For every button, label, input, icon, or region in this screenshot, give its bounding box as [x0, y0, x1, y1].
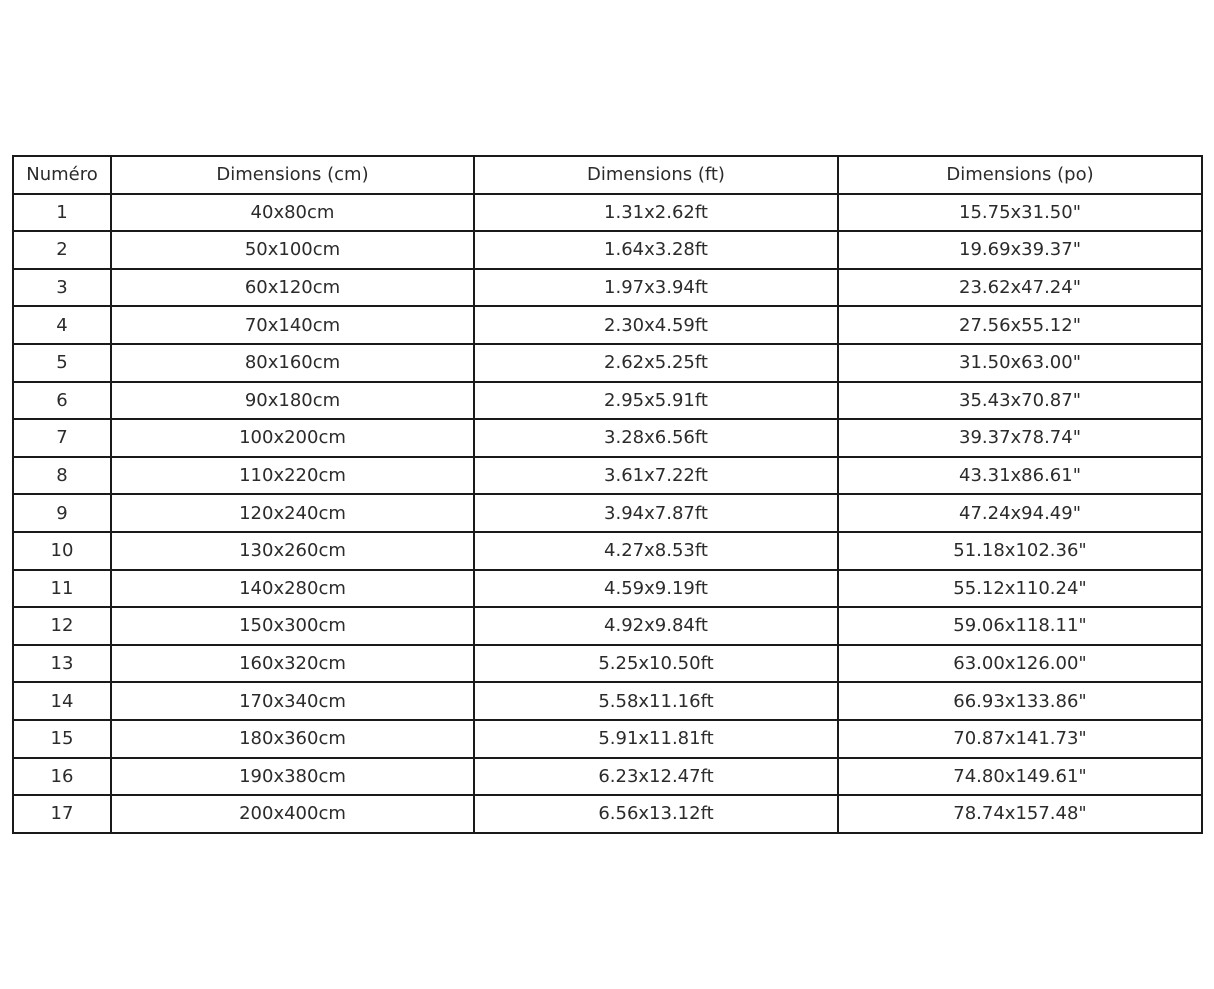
table-cell: 1.97x3.94ft [473, 267, 839, 308]
table-row: 3 60x120cm 1.97x3.94ft 23.62x47.24" [12, 267, 1203, 308]
table-cell: 4.59x9.19ft [473, 568, 839, 609]
table-row: 1 40x80cm 1.31x2.62ft 15.75x31.50" [12, 192, 1203, 233]
table-cell: 70x140cm [110, 305, 475, 345]
table-cell: 2 [12, 230, 112, 270]
column-header: Dimensions (po) [837, 155, 1203, 195]
table-cell: 47.24x94.49" [837, 493, 1203, 533]
table-cell: 23.62x47.24" [837, 267, 1203, 308]
dimensions-conversion-table: Numéro Dimensions (cm) Dimensions (ft) Dime… [12, 155, 1203, 834]
table-cell: 35.43x70.87" [837, 380, 1203, 421]
table-cell: 50x100cm [110, 230, 475, 270]
table-cell: 60x120cm [110, 267, 475, 308]
table-cell: 160x320cm [110, 643, 475, 684]
table-cell: 120x240cm [110, 493, 475, 533]
table-row: 10 130x260cm 4.27x8.53ft 51.18x102.36" [12, 530, 1203, 571]
table-row: 17 200x400cm 6.56x13.12ft 78.74x157.48" [12, 794, 1203, 834]
table-cell: 8 [12, 455, 112, 496]
table-cell: 6 [12, 380, 112, 421]
table-cell: 130x260cm [110, 530, 475, 571]
column-header: Numéro [12, 155, 112, 195]
table-cell: 4 [12, 305, 112, 345]
table-cell: 2.95x5.91ft [473, 380, 839, 421]
table-row: 5 80x160cm 2.62x5.25ft 31.50x63.00" [12, 342, 1203, 383]
table-cell: 170x340cm [110, 681, 475, 721]
table-row: 13 160x320cm 5.25x10.50ft 63.00x126.00" [12, 643, 1203, 684]
table-row: 12 150x300cm 4.92x9.84ft 59.06x118.11" [12, 606, 1203, 646]
table-cell: 90x180cm [110, 380, 475, 421]
table-cell: 63.00x126.00" [837, 643, 1203, 684]
table-cell: 12 [12, 606, 112, 646]
table-cell: 2.62x5.25ft [473, 342, 839, 383]
table-cell: 5.25x10.50ft [473, 643, 839, 684]
table-cell: 10 [12, 530, 112, 571]
table-cell: 66.93x133.86" [837, 681, 1203, 721]
column-header: Dimensions (cm) [110, 155, 475, 195]
table-cell: 16 [12, 756, 112, 797]
table-cell: 15 [12, 718, 112, 759]
table-cell: 55.12x110.24" [837, 568, 1203, 609]
table-row: 15 180x360cm 5.91x11.81ft 70.87x141.73" [12, 718, 1203, 759]
table-cell: 70.87x141.73" [837, 718, 1203, 759]
table-cell: 17 [12, 794, 112, 834]
table-cell: 11 [12, 568, 112, 609]
table-cell: 190x380cm [110, 756, 475, 797]
table-cell: 110x220cm [110, 455, 475, 496]
table-cell: 9 [12, 493, 112, 533]
table-cell: 150x300cm [110, 606, 475, 646]
table-row: 8 110x220cm 3.61x7.22ft 43.31x86.61" [12, 455, 1203, 496]
table-cell: 31.50x63.00" [837, 342, 1203, 383]
table-row: 16 190x380cm 6.23x12.47ft 74.80x149.61" [12, 756, 1203, 797]
table-row: 4 70x140cm 2.30x4.59ft 27.56x55.12" [12, 305, 1203, 345]
table-cell: 4.27x8.53ft [473, 530, 839, 571]
table-cell: 39.37x78.74" [837, 418, 1203, 458]
table-cell: 15.75x31.50" [837, 192, 1203, 233]
table-cell: 3.28x6.56ft [473, 418, 839, 458]
table-row: 2 50x100cm 1.64x3.28ft 19.69x39.37" [12, 230, 1203, 270]
table-row: 7 100x200cm 3.28x6.56ft 39.37x78.74" [12, 418, 1203, 458]
table-cell: 59.06x118.11" [837, 606, 1203, 646]
column-header: Dimensions (ft) [473, 155, 839, 195]
table-cell: 80x160cm [110, 342, 475, 383]
table-cell: 7 [12, 418, 112, 458]
table-cell: 140x280cm [110, 568, 475, 609]
table-cell: 4.92x9.84ft [473, 606, 839, 646]
table-cell: 5 [12, 342, 112, 383]
table-cell: 43.31x86.61" [837, 455, 1203, 496]
table-cell: 100x200cm [110, 418, 475, 458]
table-cell: 3.61x7.22ft [473, 455, 839, 496]
table-row: 6 90x180cm 2.95x5.91ft 35.43x70.87" [12, 380, 1203, 421]
table-cell: 14 [12, 681, 112, 721]
table-cell: 51.18x102.36" [837, 530, 1203, 571]
table-cell: 200x400cm [110, 794, 475, 834]
table-cell: 180x360cm [110, 718, 475, 759]
table-cell: 1.31x2.62ft [473, 192, 839, 233]
table-cell: 5.58x11.16ft [473, 681, 839, 721]
table-cell: 27.56x55.12" [837, 305, 1203, 345]
table-cell: 40x80cm [110, 192, 475, 233]
header-row: Numéro Dimensions (cm) Dimensions (ft) Dime… [12, 155, 1203, 195]
table-body: 1 40x80cm 1.31x2.62ft 15.75x31.50" 2 50x100cm… [12, 192, 1203, 834]
table-cell: 1 [12, 192, 112, 233]
table-row: 9 120x240cm 3.94x7.87ft 47.24x94.49" [12, 493, 1203, 533]
table-cell: 78.74x157.48" [837, 794, 1203, 834]
table-cell: 1.64x3.28ft [473, 230, 839, 270]
table-cell: 3.94x7.87ft [473, 493, 839, 533]
table-cell: 3 [12, 267, 112, 308]
table-row: 11 140x280cm 4.59x9.19ft 55.12x110.24" [12, 568, 1203, 609]
table-cell: 2.30x4.59ft [473, 305, 839, 345]
table-row: 14 170x340cm 5.58x11.16ft 66.93x133.86" [12, 681, 1203, 721]
table-cell: 6.56x13.12ft [473, 794, 839, 834]
table-cell: 74.80x149.61" [837, 756, 1203, 797]
table-cell: 13 [12, 643, 112, 684]
table-cell: 5.91x11.81ft [473, 718, 839, 759]
table-cell: 6.23x12.47ft [473, 756, 839, 797]
table-cell: 19.69x39.37" [837, 230, 1203, 270]
